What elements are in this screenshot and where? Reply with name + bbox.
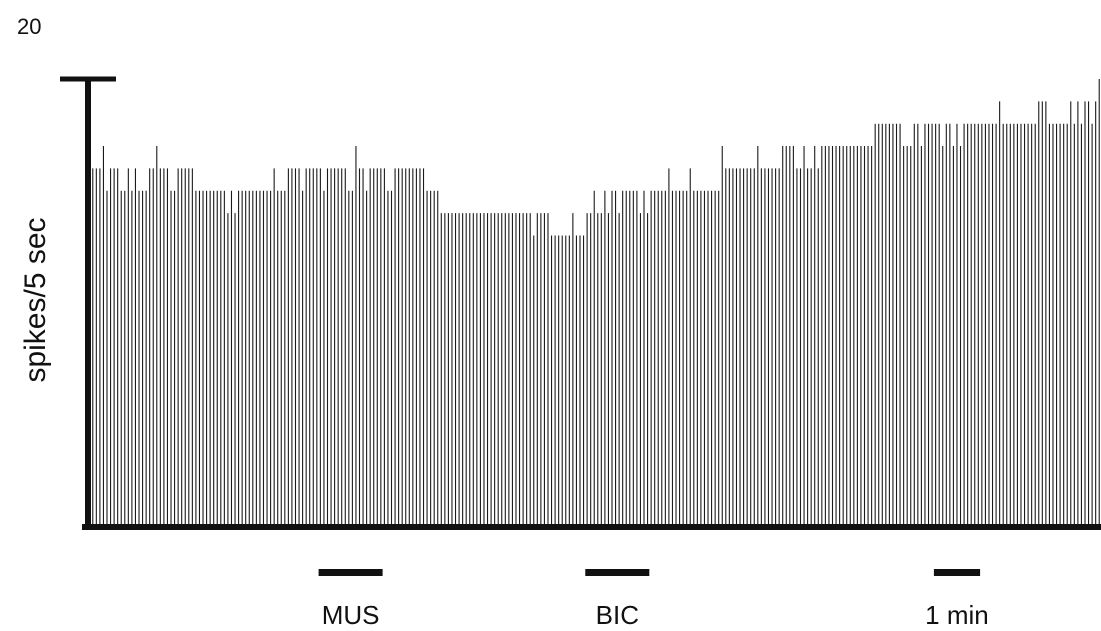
scale-label-1-min: 1 min: [925, 600, 989, 630]
event-marker-bar: [933, 569, 981, 576]
marker-label-bic: BIC: [595, 600, 639, 630]
event-marker-bar: [585, 569, 650, 576]
histogram-bars: [92, 79, 1100, 526]
marker-label-mus: MUS: [321, 600, 380, 630]
y-axis-label: spikes/5 sec: [19, 217, 52, 383]
event-marker-bar: [318, 569, 383, 576]
y-tick-label-top: 20: [17, 14, 42, 39]
event-markers: [318, 569, 981, 576]
